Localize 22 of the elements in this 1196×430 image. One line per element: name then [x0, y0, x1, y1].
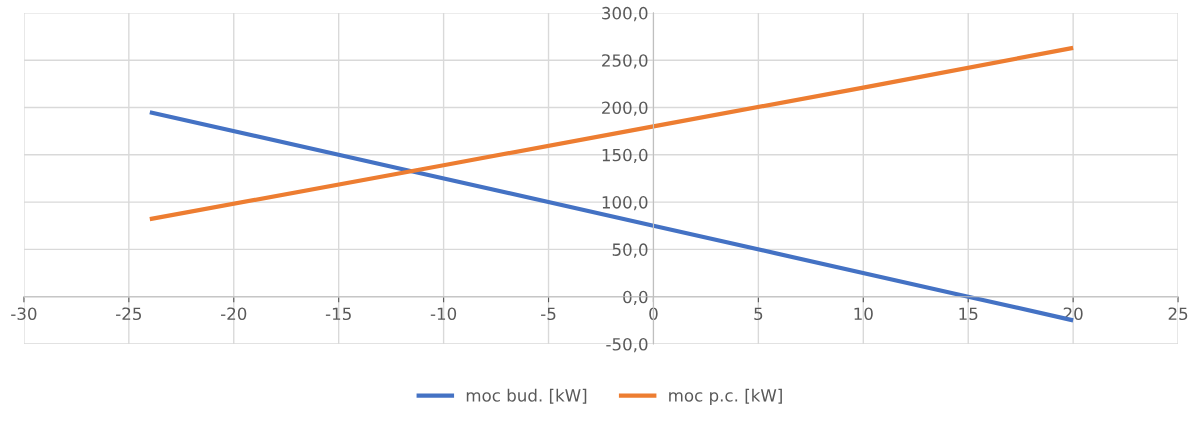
y-tick-label: 150,0	[602, 148, 648, 164]
y-tick-label: 300,0	[602, 6, 648, 22]
x-tick-label: -25	[116, 307, 141, 321]
y-tick-label: 250,0	[602, 54, 648, 69]
y-tick-label: 100,0	[602, 196, 648, 211]
x-tick-label: 0	[649, 307, 658, 321]
x-tick-label: 25	[1168, 307, 1188, 321]
legend-label: moc bud. [kW]	[466, 388, 587, 404]
x-tick-label: -15	[325, 307, 351, 321]
legend-label: moc p.c. [kW]	[669, 388, 782, 405]
y-tick-label: -50,0	[606, 337, 648, 353]
x-tick-label: 10	[854, 307, 873, 321]
line-series	[147, 45, 1076, 222]
x-tick-label: -10	[430, 307, 457, 321]
x-tick-label: 15	[959, 307, 978, 321]
x-tick-label: -30	[11, 307, 37, 321]
x-tick-label: -5	[541, 307, 556, 321]
y-tick-label: 50,0	[612, 243, 648, 258]
y-tick-label: 200,0	[602, 101, 648, 116]
x-tick-label: -20	[220, 307, 247, 321]
y-tick-label: 0,0	[623, 290, 648, 305]
x-tick-label: 5	[754, 307, 763, 321]
